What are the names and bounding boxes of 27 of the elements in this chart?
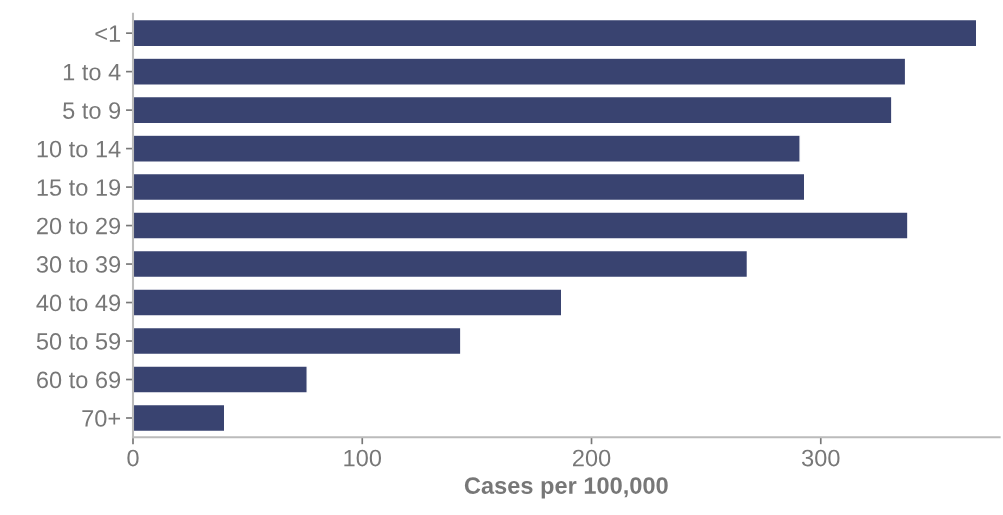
y-tick-label: 50 to 59 <box>36 333 121 350</box>
bar <box>133 95 893 125</box>
x-tick-label: 200 <box>573 449 611 467</box>
y-tick-label: <1 <box>95 25 121 42</box>
x-tick-label: 0 <box>127 449 139 467</box>
x-tick-label: 300 <box>801 449 840 467</box>
y-tick-label: 70+ <box>82 410 121 427</box>
x-axis-title: Cases per 100,000 <box>464 477 668 499</box>
y-tick-label: 60 to 69 <box>37 371 121 389</box>
bar <box>133 172 806 202</box>
y-tick-label: 20 to 29 <box>37 217 121 235</box>
bar <box>133 403 226 433</box>
bar <box>133 211 909 240</box>
bar <box>133 326 462 356</box>
bar <box>133 57 907 86</box>
bar <box>133 249 749 279</box>
bar <box>133 18 978 48</box>
y-tick-label: 5 to 9 <box>63 102 121 119</box>
y-tick-label: 10 to 14 <box>37 140 121 158</box>
bar <box>133 134 801 163</box>
bar <box>133 365 308 394</box>
y-tick-label: 1 to 4 <box>63 63 121 81</box>
bar <box>133 288 563 317</box>
y-tick-label: 40 to 49 <box>36 294 121 312</box>
y-tick-label: 15 to 19 <box>37 179 121 196</box>
x-tick-label: 100 <box>344 449 382 467</box>
y-tick-label: 30 to 39 <box>36 256 121 273</box>
